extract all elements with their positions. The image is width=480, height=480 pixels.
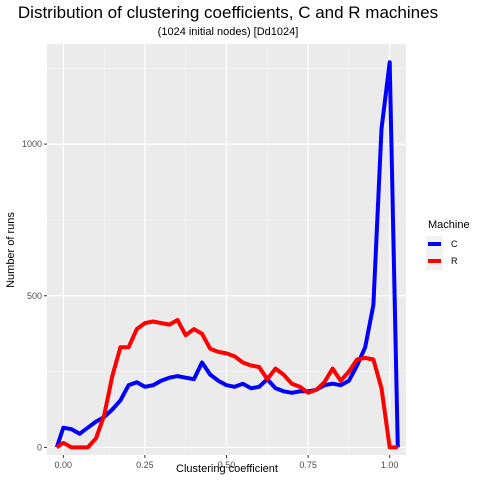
y-tick-label: 1000 — [22, 139, 42, 149]
y-axis-title: Number of runs — [5, 212, 17, 288]
legend: Machine CR — [426, 219, 470, 270]
legend-entries: CR — [426, 236, 458, 270]
x-tick-label: 0.00 — [55, 460, 73, 470]
chart-title: Distribution of clustering coefficients,… — [18, 3, 438, 22]
grid-major — [47, 44, 406, 455]
series-layer — [54, 60, 400, 450]
x-tick-label: 0.25 — [136, 460, 154, 470]
y-axis: 0 500 1000 — [22, 139, 47, 452]
x-tick-label: 0.75 — [299, 460, 317, 470]
x-tick-label: 0.50 — [218, 460, 236, 470]
series-line-C — [54, 60, 400, 449]
legend-label-C: C — [451, 239, 458, 249]
series-line-R — [55, 318, 398, 450]
legend-title: Machine — [428, 219, 470, 231]
y-tick-label: 0 — [37, 442, 42, 452]
x-axis-title: Clustering coefficient — [176, 463, 278, 475]
y-tick-label: 500 — [27, 291, 42, 301]
x-axis: 0.00 0.25 0.50 0.75 1.00 — [55, 455, 399, 470]
chart-subtitle: (1024 initial nodes) [Dd1024] — [158, 26, 299, 38]
legend-label-R: R — [451, 256, 458, 266]
x-tick-label: 1.00 — [381, 460, 399, 470]
